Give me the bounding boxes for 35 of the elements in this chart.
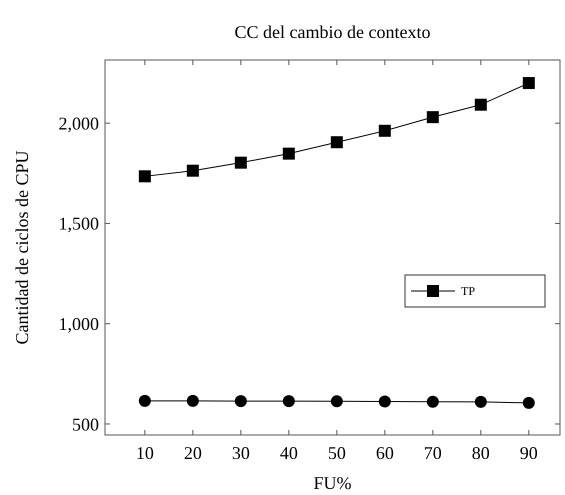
point	[378, 124, 391, 137]
x-tick-label: 30	[232, 443, 250, 463]
x-tick-label: 40	[280, 443, 298, 463]
point	[378, 396, 391, 408]
point	[282, 148, 295, 160]
point	[138, 170, 151, 182]
point	[138, 394, 151, 407]
point	[282, 395, 295, 408]
point	[234, 395, 247, 408]
y-tick-label: 1,000	[58, 314, 99, 334]
x-tick-label: 10	[136, 443, 154, 463]
point	[330, 395, 343, 408]
y-tick-label: 2,000	[58, 113, 99, 134]
x-tick-label: 50	[328, 443, 346, 463]
x-tick-label: 90	[520, 443, 538, 463]
legend-label: TP	[461, 284, 476, 298]
x-tick-label: 60	[376, 443, 394, 463]
point	[522, 77, 535, 90]
point	[186, 394, 199, 407]
point	[522, 396, 535, 409]
point	[474, 98, 487, 111]
x-tick-label: 70	[424, 443, 442, 463]
chart-title: CC del cambio de contexto	[234, 22, 430, 42]
y-axis-title: Cantidad de ciclos de CPU	[12, 150, 32, 344]
point	[426, 396, 439, 408]
x-axis-title: FU%	[313, 473, 352, 493]
y-tick-label: 1,500	[58, 214, 99, 234]
point	[330, 136, 343, 148]
point	[186, 164, 199, 177]
point	[474, 396, 487, 408]
x-tick-label: 20	[184, 443, 202, 463]
point	[426, 111, 439, 124]
x-tick-label: 80	[472, 443, 490, 463]
point	[234, 156, 247, 169]
y-tick-label: 500	[72, 414, 99, 434]
